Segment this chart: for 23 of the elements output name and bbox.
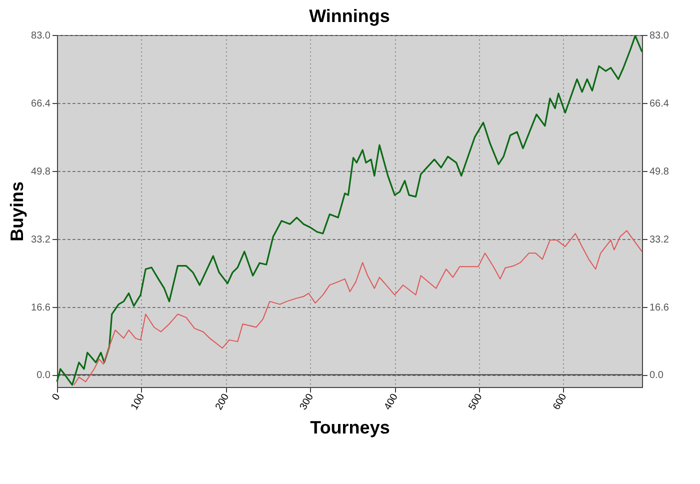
chart-title: Winnings: [309, 6, 390, 26]
x-tick-label: 0: [50, 392, 63, 402]
x-tick-label: 600: [551, 392, 570, 412]
line-series: [73, 230, 642, 386]
x-axis-title: Tourneys: [310, 417, 390, 438]
y-tick-label: 83.0: [31, 30, 51, 42]
y-tick-label: 16.6: [31, 302, 51, 314]
y2-tick-label: 66.4: [650, 98, 670, 110]
x-tick-label: 100: [129, 392, 148, 412]
y2-tick-label: 33.2: [650, 234, 670, 246]
y2-tick-label: 16.6: [650, 302, 670, 314]
y-tick-label: 49.8: [31, 166, 51, 178]
y-tick-label: 66.4: [31, 98, 51, 110]
x-tick-label: 500: [466, 392, 485, 412]
x-tick-label: 300: [298, 392, 316, 412]
y2-tick-label: 49.8: [650, 166, 670, 178]
x-tick-label: 200: [214, 392, 232, 412]
y2-tick-label: 0.0: [650, 370, 664, 382]
x-tick-label: 400: [382, 392, 401, 412]
y2-tick-label: 83.0: [650, 30, 670, 42]
y-axis-title: Buyins: [7, 181, 28, 242]
y-tick-label: 33.2: [31, 234, 51, 246]
y-tick-label: 0.0: [36, 370, 51, 382]
